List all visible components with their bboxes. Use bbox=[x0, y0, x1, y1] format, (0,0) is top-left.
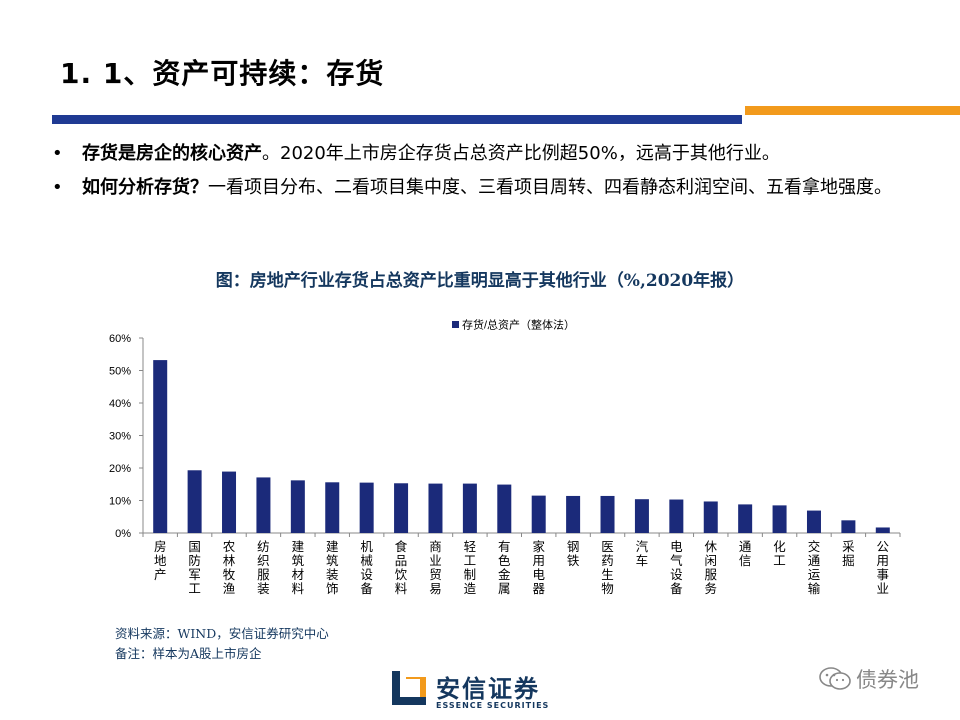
source-line: 资料来源：WIND，安信证券研究中心 bbox=[115, 626, 329, 641]
y-tick-label: 20% bbox=[109, 463, 131, 475]
bar bbox=[497, 484, 512, 533]
x-axis-labels: 房地产 国防军工 农林牧渔 纺织服装 建筑材料 建筑装饰 机械设备 食品饮料 商业贸易 轻工制造 有… bbox=[154, 539, 890, 596]
y-tick-label: 10% bbox=[109, 496, 131, 508]
watermark: 债券池 bbox=[818, 663, 958, 693]
x-tick-label: 钢铁 bbox=[567, 539, 580, 568]
bar bbox=[600, 495, 615, 533]
x-tick-label: 国防军工 bbox=[188, 539, 201, 596]
x-tick-label: 家用电器 bbox=[532, 539, 545, 596]
x-tick-label: 商业贸易 bbox=[429, 539, 442, 596]
x-tick-label: 机械设备 bbox=[360, 539, 373, 596]
chart-title: 图：房地产行业存货占总资产比重明显高于其他行业（%,2020年报） bbox=[215, 271, 745, 291]
x-tick-label: 轻工制造 bbox=[464, 539, 477, 596]
remark-line: 备注：样本为A股上市房企 bbox=[115, 646, 262, 661]
x-tick-label: 建筑装饰 bbox=[326, 539, 339, 596]
bar bbox=[738, 504, 753, 533]
bullet-text: 。2020年上市房企存货占总资产比例超50%，远高于其他行业。 bbox=[262, 143, 780, 164]
bar bbox=[634, 499, 649, 533]
x-tick-label: 房地产 bbox=[154, 539, 167, 582]
bar bbox=[531, 495, 546, 533]
y-tick-label: 50% bbox=[109, 366, 131, 378]
bar bbox=[841, 520, 856, 533]
wechat-icon bbox=[819, 667, 851, 690]
logo-en-text: ESSENCE SECURITIES bbox=[436, 701, 550, 710]
x-tick-label: 农林牧渔 bbox=[223, 539, 236, 596]
watermark-text: 债券池 bbox=[856, 668, 919, 692]
bar bbox=[359, 482, 374, 533]
chart-bars bbox=[153, 360, 890, 533]
bar bbox=[772, 505, 787, 533]
bar bbox=[428, 483, 443, 533]
bullet-bold-lead: 存货是房企的核心资产 bbox=[82, 143, 262, 164]
bar bbox=[394, 483, 409, 533]
x-tick-label: 有色金属 bbox=[498, 539, 511, 596]
bar bbox=[875, 527, 890, 533]
bar bbox=[325, 482, 340, 533]
bar bbox=[462, 483, 477, 533]
bar bbox=[669, 499, 684, 533]
legend-swatch bbox=[452, 321, 459, 328]
y-tick-label: 30% bbox=[109, 431, 131, 443]
x-tick-label: 通信 bbox=[739, 539, 752, 568]
bar bbox=[703, 501, 718, 533]
y-tick-label: 0% bbox=[115, 528, 131, 540]
x-tick-label: 化工 bbox=[773, 539, 786, 568]
bar bbox=[256, 477, 271, 533]
source-notes: 资料来源：WIND，安信证券研究中心 备注：样本为A股上市房企 bbox=[115, 624, 329, 664]
bullet-marker: • bbox=[52, 143, 63, 164]
bullet-text: 一看项目分布、二看项目集中度、三看项目周转、四看静态利润空间、五看拿地强度。 bbox=[208, 177, 892, 198]
bar bbox=[806, 510, 821, 533]
chart-legend: 存货/总资产（整体法） bbox=[452, 318, 575, 332]
legend-label: 存货/总资产（整体法） bbox=[462, 318, 575, 332]
company-logo: 安信证券 ESSENCE SECURITIES bbox=[390, 667, 570, 717]
y-tick-label: 40% bbox=[109, 398, 131, 410]
x-tick-label: 纺织服装 bbox=[257, 539, 270, 596]
bullet-item: • 存货是房企的核心资产。2020年上市房企存货占总资产比例超50%，远高于其他… bbox=[52, 140, 942, 168]
x-tick-label: 电气设备 bbox=[670, 539, 683, 596]
slide-title: 1. 1、资产可持续：存货 bbox=[60, 57, 385, 90]
bullet-marker: • bbox=[52, 177, 63, 198]
bar bbox=[290, 480, 305, 533]
title-underline-orange bbox=[745, 106, 960, 115]
x-tick-label: 采掘 bbox=[842, 539, 855, 568]
logo-cn-text: 安信证券 bbox=[436, 675, 540, 703]
x-tick-label: 食品饮料 bbox=[395, 539, 408, 596]
title-underline-blue bbox=[52, 115, 742, 124]
bar bbox=[222, 471, 237, 533]
x-tick-label: 汽车 bbox=[636, 539, 649, 568]
x-tick-label: 交通运输 bbox=[808, 539, 821, 596]
x-tick-label: 医药生物 bbox=[601, 539, 614, 596]
bar bbox=[566, 495, 581, 533]
y-tick-label: 60% bbox=[109, 333, 131, 345]
bullet-bold-lead: 如何分析存货？ bbox=[82, 177, 208, 198]
x-tick-label: 休闲服务 bbox=[704, 539, 717, 596]
bullet-item: • 如何分析存货？一看项目分布、二看项目集中度、三看项目周转、四看静态利润空间、… bbox=[52, 174, 942, 202]
bar bbox=[153, 360, 168, 533]
bar bbox=[187, 470, 202, 533]
x-tick-label: 建筑材料 bbox=[292, 539, 305, 596]
logo-mark-icon bbox=[392, 671, 426, 705]
x-tick-label: 公用事业 bbox=[877, 539, 890, 596]
